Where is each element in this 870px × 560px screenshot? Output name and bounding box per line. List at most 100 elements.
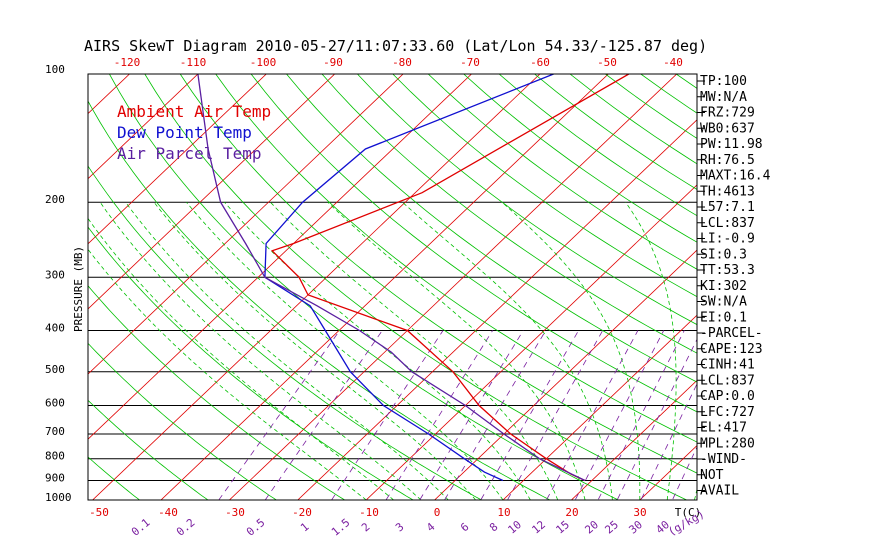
index-item: FRZ:729 — [700, 106, 755, 121]
index-item: -PARCEL- — [700, 326, 763, 341]
bottom-temp-tick-label: 20 — [565, 506, 578, 519]
index-item: CAP:0.0 — [700, 389, 755, 404]
mixing-ratio-line — [480, 330, 579, 500]
index-item: LCL:837 — [700, 216, 755, 231]
dry-adiabat-line — [427, 74, 697, 270]
dry-adiabat-line — [179, 74, 697, 474]
dry-adiabat-line — [88, 226, 414, 500]
dry-adiabat-line — [250, 74, 697, 413]
bottom-temp-tick-label: -40 — [158, 506, 178, 519]
legend-ambient-air-temp: Ambient Air Temp — [117, 102, 271, 121]
moist-adiabat-line — [224, 201, 531, 500]
air-parcel-temp-line — [197, 74, 586, 482]
mixing-ratio-line — [640, 382, 697, 500]
dry-adiabat-line — [392, 74, 697, 298]
isotherm-line — [570, 379, 697, 500]
index-item: CAPE:123 — [700, 342, 763, 357]
dry-adiabat-line — [88, 456, 141, 500]
index-item: -WIND- — [700, 452, 747, 467]
isotherm-line — [88, 74, 267, 245]
pressure-tick-label: 100 — [45, 63, 65, 76]
isotherm-line — [92, 74, 541, 500]
pressure-tick-label: 200 — [45, 193, 65, 206]
top-temp-tick-label: -50 — [597, 56, 617, 69]
index-item: EI:0.1 — [700, 310, 747, 325]
top-temp-tick-label: -60 — [530, 56, 550, 69]
mixing-ratio-line — [574, 330, 665, 500]
dry-adiabat-line — [108, 74, 620, 500]
dry-adiabat-line — [215, 74, 697, 443]
isotherm-line — [160, 74, 609, 500]
top-temp-tick-label: -100 — [250, 56, 277, 69]
isotherm-line — [365, 184, 697, 500]
bottom-temp-tick-label: -30 — [225, 506, 245, 519]
isotherm-line — [88, 74, 336, 310]
mixing-ratio-line — [264, 330, 383, 500]
dry-adiabat-line — [88, 342, 278, 500]
dry-adiabat-line — [321, 74, 697, 354]
mixing-ratio-line — [385, 330, 493, 500]
dry-adiabat-line — [285, 74, 697, 383]
index-item: PW:11.98 — [700, 137, 763, 152]
index-item: SW:N/A — [700, 295, 747, 310]
index-item: RH:76.5 — [700, 153, 755, 168]
index-item: TP:100 — [700, 74, 747, 89]
index-item: NOT — [700, 468, 724, 483]
moist-adiabat-line — [625, 201, 677, 500]
plot-frame — [87, 73, 698, 501]
dew-point-temp-line — [264, 74, 554, 482]
mixing-ratio-line — [444, 330, 547, 500]
mixing-ratio-line — [597, 330, 685, 500]
moist-adiabat-line — [402, 201, 613, 500]
top-temp-tick-label: -40 — [663, 56, 683, 69]
index-item: CINH:41 — [700, 358, 755, 373]
index-item: AVAIL — [700, 484, 739, 499]
index-item: TT:53.3 — [700, 263, 755, 278]
moist-adiabat-line — [501, 201, 641, 500]
index-item: LI:-0.9 — [700, 232, 755, 247]
x-axis-label: T(C) — [675, 506, 702, 519]
moist-adiabat-line — [153, 201, 476, 500]
mixing-ratio-line — [331, 330, 444, 500]
bottom-temp-tick-label: -20 — [292, 506, 312, 519]
mixing-ratio-line — [506, 330, 604, 500]
pressure-tick-label: 400 — [45, 321, 65, 334]
isotherm-line — [297, 119, 697, 500]
pressure-tick-label: 1000 — [45, 491, 72, 504]
index-item: MAXT:16.4 — [700, 169, 771, 184]
dry-adiabat-line — [356, 74, 697, 326]
isotherm-line — [228, 74, 678, 500]
mixing-ratio-line — [616, 338, 697, 500]
bottom-temp-tick-label: 30 — [633, 506, 646, 519]
index-item: L57:7.1 — [700, 200, 755, 215]
pressure-tick-label: 300 — [45, 268, 65, 281]
isotherm-line — [88, 74, 404, 375]
dry-adiabat-line — [88, 399, 209, 500]
mixing-ratio-line — [419, 330, 524, 500]
dry-adiabat-line — [144, 74, 688, 500]
dry-adiabat-line — [88, 165, 483, 500]
moist-adiabat-line — [270, 201, 559, 500]
bottom-temp-tick-label: -10 — [359, 506, 379, 519]
y-axis-label: PRESSURE (MB) — [72, 246, 85, 332]
index-item: LFC:727 — [700, 405, 755, 420]
top-temp-tick-label: -70 — [460, 56, 480, 69]
legend-air-parcel-temp: Air Parcel Temp — [117, 144, 262, 163]
index-item: SI:0.3 — [700, 247, 747, 262]
index-item: TH:4613 — [700, 184, 755, 199]
index-item: MPL:280 — [700, 436, 755, 451]
top-temp-tick-label: -120 — [114, 56, 141, 69]
index-item: EL:417 — [700, 421, 747, 436]
top-temp-tick-label: -110 — [180, 56, 207, 69]
bottom-temp-tick-label: 10 — [497, 506, 510, 519]
chart-title: AIRS SkewT Diagram 2010-05-27/11:07:33.6… — [84, 37, 707, 55]
isotherm-line — [502, 314, 697, 500]
pressure-tick-label: 900 — [45, 472, 65, 485]
ambient-air-temp-line — [270, 74, 630, 482]
pressure-tick-label: 700 — [45, 425, 65, 438]
pressure-tick-label: 500 — [45, 363, 65, 376]
isotherm-line — [88, 74, 199, 180]
index-item: WB0:637 — [700, 121, 755, 136]
sounding-indices: TP:100MW:N/AFRZ:729WB0:637PW:11.98RH:76.… — [697, 74, 771, 499]
moist-adiabat-line — [88, 248, 367, 500]
